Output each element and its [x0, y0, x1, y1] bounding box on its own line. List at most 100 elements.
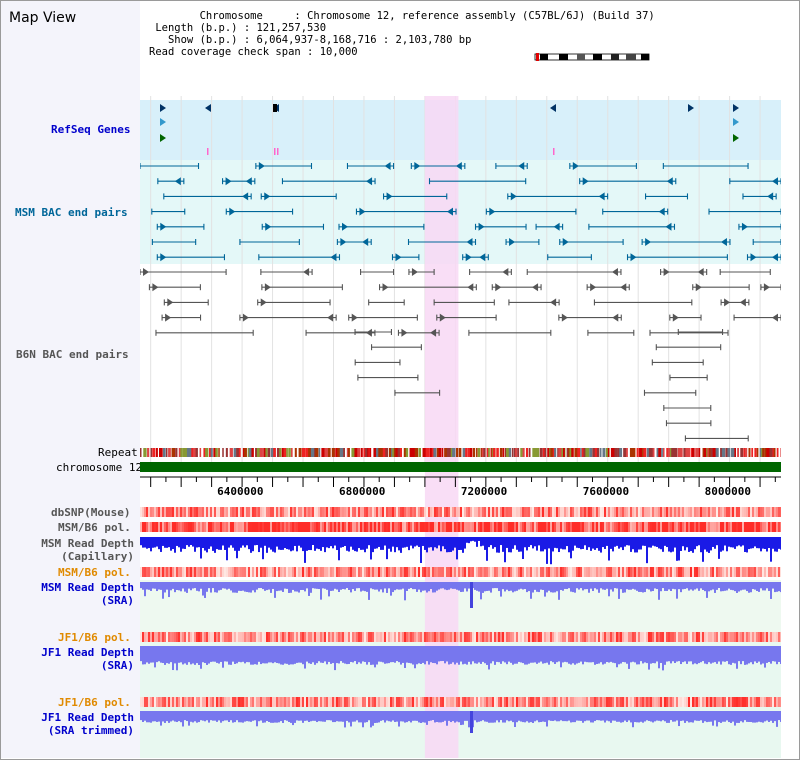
msm-pol-sra-heat-cell	[620, 567, 622, 577]
jf1-trim-bar	[228, 711, 230, 722]
msm-depth-sra-bar	[190, 582, 192, 591]
msm-pol-sra-heat-cell	[622, 567, 624, 577]
jf1-pol-heat-cell	[568, 632, 570, 642]
jf1-pol-heat-cell	[374, 632, 376, 642]
jf1-pol-heat-cell	[602, 632, 604, 642]
msm-depth-cap-bar	[496, 537, 498, 553]
jf1-pol-heat-cell	[394, 632, 396, 642]
repeat-block	[661, 448, 663, 457]
msm-depth-cap-bar	[410, 537, 412, 546]
msm-depth-cap-label-1[interactable]: MSM Read Depth	[41, 537, 134, 550]
jf1-pol-trim-heat-cell	[388, 697, 390, 707]
jf1-pol-heat-cell	[188, 632, 190, 642]
jf1-depth-bar	[328, 646, 330, 662]
msm-bac-label[interactable]: MSM BAC end pairs	[15, 206, 128, 219]
msm-pol-heat-cell	[756, 522, 758, 532]
repeat-block	[159, 448, 163, 457]
jf1-pol-trim-heat-cell	[212, 697, 214, 707]
jf1-pol-heat-cell	[292, 632, 294, 642]
jf1-pol-trim-label[interactable]: JF1/B6 pol.	[58, 696, 131, 709]
refseq-genes-label[interactable]: RefSeq Genes	[51, 123, 131, 136]
msm-depth-cap-bar	[244, 537, 246, 548]
dbsnp-label[interactable]: dbSNP(Mouse)	[51, 506, 131, 519]
jf1-pol-heat-cell	[532, 632, 534, 642]
msm-pol-sra-heat-cell	[474, 567, 476, 577]
msm-depth-sra-bar	[452, 582, 454, 589]
jf1-pol-heat-cell	[764, 632, 766, 642]
msm-depth-sra-bar	[228, 582, 230, 589]
genome-browser-canvas[interactable]	[140, 96, 781, 758]
jf1-pol-label[interactable]: JF1/B6 pol.	[58, 631, 131, 644]
dbsnp-heat-cell	[566, 507, 568, 517]
msm-pol-sra-heat-cell	[274, 567, 276, 577]
msm-depth-sra-bar	[160, 582, 162, 590]
jf1-pol-heat-cell	[398, 632, 400, 642]
repeat-block	[215, 448, 218, 457]
axis-tick-label: 6800000	[338, 485, 386, 498]
jf1-trim-bar	[312, 711, 314, 721]
jf1-trim-bar	[698, 711, 700, 721]
jf1-trim-bar	[358, 711, 360, 723]
msm-pol-sra-heat-cell	[140, 567, 142, 577]
repeat-block	[515, 448, 518, 457]
msm-pol-sra-heat-cell	[142, 567, 144, 577]
msm-pol-heat-cell	[170, 522, 172, 532]
jf1-trim-bar	[222, 711, 224, 722]
jf1-pol-trim-heat-cell	[558, 697, 560, 707]
chromosome-label: Chromosome	[199, 10, 263, 22]
jf1-pol-trim-heat-cell	[626, 697, 628, 707]
msm-bac-pair	[341, 222, 348, 231]
jf1-trim-bar	[596, 711, 598, 721]
msm-depth-sra-bar	[236, 582, 238, 593]
jf1-trim-bar	[148, 711, 150, 723]
msm-depth-sra-bar	[180, 582, 182, 592]
jf1-trim-bar	[482, 711, 484, 721]
jf1-pol-heat-cell	[232, 632, 234, 642]
msm-depth-cap-bar	[652, 537, 654, 546]
jf1-depth-bar	[392, 646, 394, 663]
msm-depth-sra-label-1[interactable]: MSM Read Depth	[41, 581, 134, 594]
dbsnp-heat-cell	[722, 507, 724, 517]
jf1-trim-label-1[interactable]: JF1 Read Depth	[41, 711, 134, 724]
dbsnp-heat-cell	[152, 507, 154, 517]
jf1-trim-bar	[670, 711, 672, 721]
jf1-pol-heat-cell	[572, 632, 574, 642]
msm-depth-sra-bar	[310, 582, 312, 593]
msm-pol-label[interactable]: MSM/B6 pol.	[58, 521, 131, 534]
jf1-trim-bar	[600, 711, 602, 721]
repeat-block	[397, 448, 401, 457]
repeat-block	[363, 448, 366, 457]
jf1-trim-bar	[334, 711, 336, 723]
jf1-trim-bar	[740, 711, 742, 722]
jf1-depth-bar	[436, 646, 438, 665]
jf1-pol-heat-cell	[370, 632, 372, 642]
jf1-pol-heat-cell	[430, 632, 432, 642]
msm-pol-heat-cell	[576, 522, 578, 532]
jf1-pol-trim-heat-cell	[436, 697, 438, 707]
chromosome-ideogram-icon[interactable]	[531, 53, 651, 61]
b6n-bac-pair	[532, 283, 539, 292]
msm-pol-sra-label[interactable]: MSM/B6 pol.	[58, 566, 131, 579]
jf1-depth-label-1[interactable]: JF1 Read Depth	[41, 646, 134, 659]
msm-depth-cap-bar	[646, 537, 648, 564]
repeat-block	[558, 448, 563, 457]
msm-depth-cap-bar	[254, 537, 256, 546]
jf1-pol-trim-heat-cell	[192, 697, 194, 707]
dbsnp-heat-cell	[148, 507, 150, 517]
msm-depth-sra-bar	[462, 582, 464, 592]
jf1-trim-bar	[366, 711, 368, 723]
repeat-block	[773, 448, 776, 457]
jf1-pol-trim-heat-cell	[496, 697, 498, 707]
msm-pol-sra-heat-cell	[768, 567, 770, 577]
msm-depth-cap-bar	[668, 537, 670, 552]
msm-pol-heat-cell	[292, 522, 294, 532]
jf1-pol-heat-cell	[386, 632, 388, 642]
dbsnp-heat-cell	[328, 507, 330, 517]
jf1-depth-bar	[424, 646, 426, 665]
msm-depth-cap-bar	[502, 537, 504, 552]
msm-pol-heat-cell	[230, 522, 232, 532]
msm-depth-sra-bar	[658, 582, 660, 600]
b6n-bac-label[interactable]: B6N BAC end pairs	[16, 348, 129, 361]
b6n-bac-pair	[763, 283, 770, 292]
msm-depth-sra-bar	[276, 582, 278, 592]
